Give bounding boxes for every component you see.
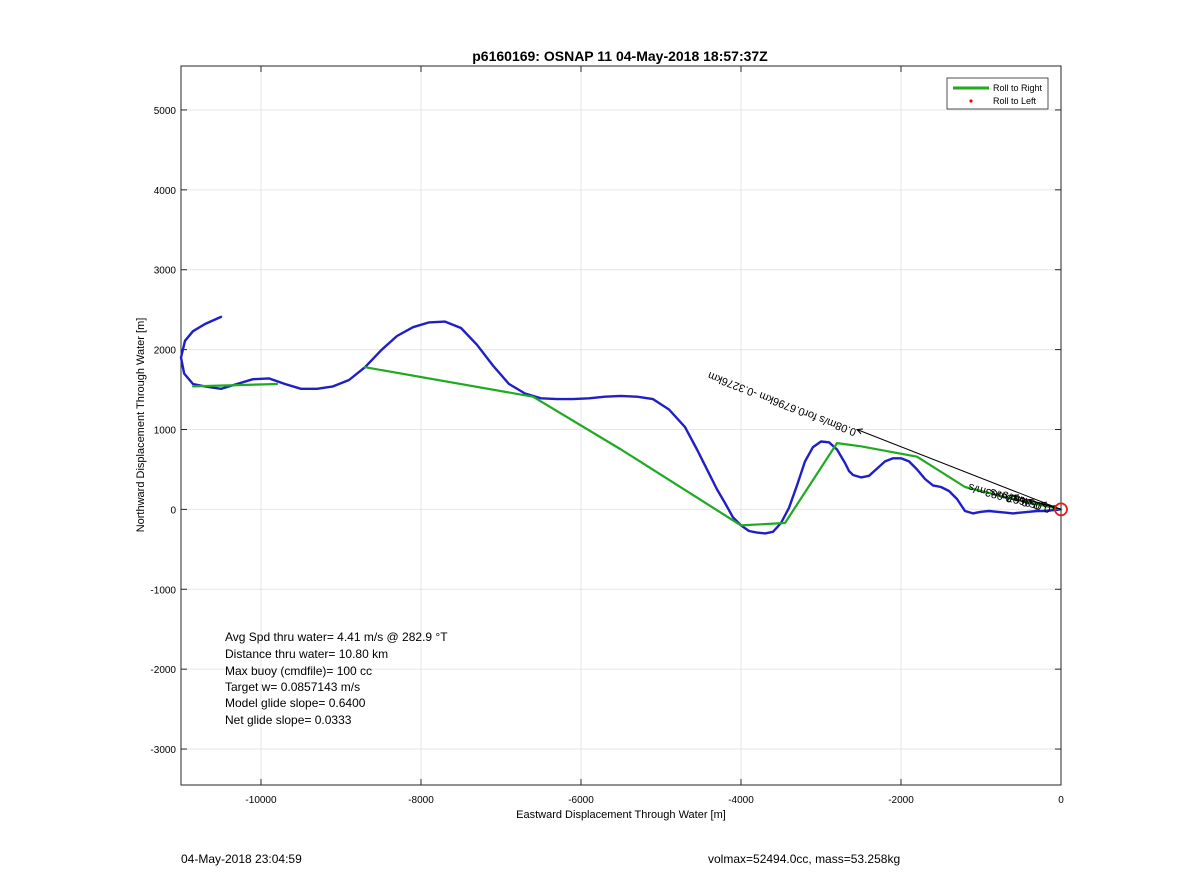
x-axis-label: Eastward Displacement Through Water [m] xyxy=(516,809,726,821)
stats-line-avg-speed: Avg Spd thru water= 4.41 m/s @ 282.9 °T xyxy=(225,630,448,644)
footer-timestamp: 04-May-2018 23:04:59 xyxy=(181,852,302,866)
arrow-annotation-label: 0.08m/s for0.6796km -0.3276km xyxy=(706,369,858,438)
velocity-arrow-head xyxy=(1039,501,1048,508)
legend-label-roll-left: Roll to Left xyxy=(993,96,1037,106)
track-series xyxy=(179,315,1063,535)
x-tick-label: -6000 xyxy=(568,795,594,806)
y-tick-label: 4000 xyxy=(154,186,177,197)
y-tick-label: 1000 xyxy=(154,425,177,436)
roll-to-right-line xyxy=(363,366,1063,527)
start-marker xyxy=(1054,502,1068,517)
legend-label-roll-right: Roll to Right xyxy=(993,83,1043,93)
velocity-arrow-head xyxy=(1011,494,1019,501)
x-tick-label: -10000 xyxy=(245,795,277,806)
x-tick-label: 0 xyxy=(1058,795,1064,806)
stats-line-target-w: Target w= 0.0857143 m/s xyxy=(225,680,360,694)
velocity-arrow xyxy=(856,429,1062,510)
y-axis-ticks: -3000 -2000 -1000 0 1000 2000 3000 4000 5000 xyxy=(150,106,1061,756)
plot-area xyxy=(180,65,1062,786)
y-tick-label: 3000 xyxy=(154,266,177,277)
stats-line-net-glide: Net glide slope= 0.0333 xyxy=(225,713,352,727)
y-tick-label: -2000 xyxy=(150,665,176,676)
velocity-arrow-head xyxy=(855,428,864,435)
x-tick-label: -2000 xyxy=(888,795,914,806)
y-tick-label: 2000 xyxy=(154,346,177,357)
legend-swatch-roll-left xyxy=(969,99,973,103)
glider-track-line xyxy=(179,315,1063,535)
stats-line-max-buoy: Max buoy (cmdfile)= 100 cc xyxy=(225,664,372,678)
y-tick-label: -1000 xyxy=(150,585,176,596)
legend: Roll to Right Roll to Left xyxy=(946,77,1049,110)
legend-box xyxy=(946,77,1049,110)
start-position-marker xyxy=(1054,502,1068,517)
stats-line-distance: Distance thru water= 10.80 km xyxy=(225,647,388,661)
y-tick-label: -3000 xyxy=(150,745,176,756)
x-tick-label: -4000 xyxy=(728,795,754,806)
x-axis-ticks: -10000 -8000 -6000 -4000 -2000 0 xyxy=(245,66,1064,806)
y-tick-label: 5000 xyxy=(154,106,177,117)
chart-title: p6160169: OSNAP 11 04-May-2018 18:57:37Z xyxy=(472,48,768,64)
footer-vehicle-params: volmax=52494.0cc, mass=53.258kg xyxy=(708,852,901,866)
arrow-annotations: 0.08m/s for0.6796km -0.3276km0.083m/s0.0… xyxy=(706,369,1052,515)
y-tick-label: 0 xyxy=(170,505,176,516)
stats-line-model-glide: Model glide slope= 0.6400 xyxy=(225,696,366,710)
velocity-arrow xyxy=(1051,505,1062,510)
velocity-arrow-head xyxy=(1027,498,1036,505)
x-tick-label: -8000 xyxy=(408,795,434,806)
y-axis-label: Northward Displacement Through Water [m] xyxy=(135,318,147,533)
stats-text-block: Avg Spd thru water= 4.41 m/s @ 282.9 °T … xyxy=(225,630,448,727)
roll-to-right-line xyxy=(191,382,279,388)
